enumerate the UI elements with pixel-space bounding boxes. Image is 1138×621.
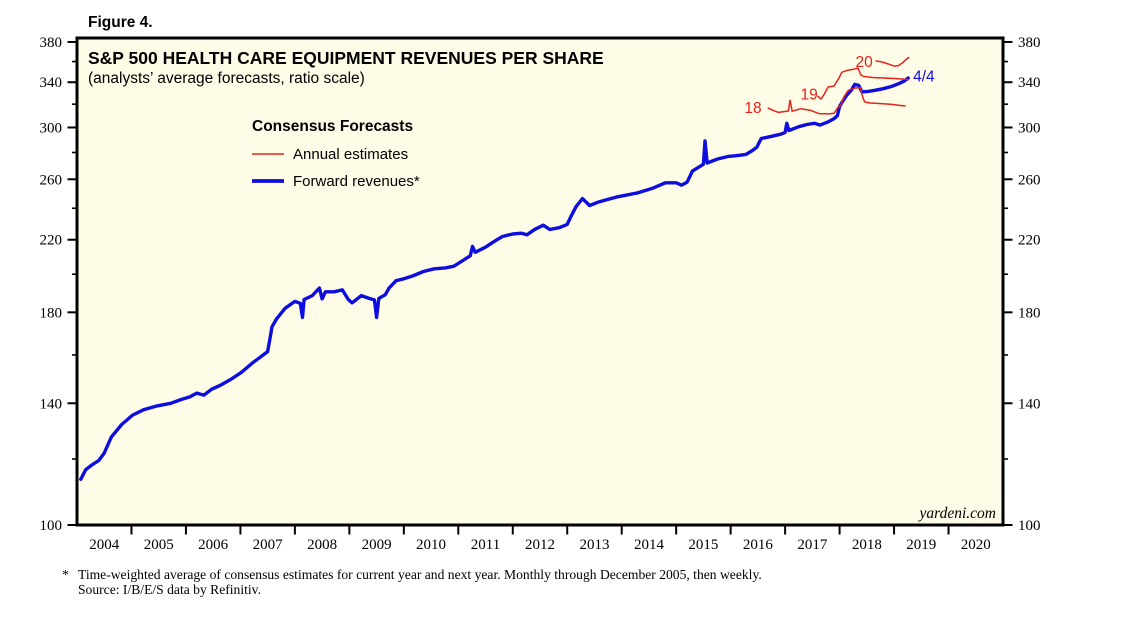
- y-axis-tick-label-right: 380: [1018, 35, 1041, 51]
- x-axis-year-label: 2015: [688, 537, 718, 553]
- footnote: * Time-weighted average of consensus est…: [62, 567, 762, 597]
- y-axis-tick-label-right: 260: [1018, 172, 1041, 188]
- x-axis-year-label: 2014: [634, 537, 665, 553]
- annotation-label-4-4: 4/4: [913, 68, 935, 85]
- y-axis-tick-label-right: 300: [1018, 121, 1041, 137]
- plot-frame: [75, 36, 1005, 527]
- x-axis-year-label: 2011: [471, 537, 500, 553]
- y-axis-tick-label-left: 100: [40, 518, 63, 534]
- y-axis-tick-label-left: 380: [40, 35, 63, 51]
- legend: Consensus Forecasts Annual estimates For…: [252, 118, 420, 190]
- x-axis-year-label: 2017: [797, 537, 828, 553]
- x-axis-year-label: 2013: [579, 537, 609, 553]
- legend-heading: Consensus Forecasts: [252, 118, 413, 135]
- series-2020-annual-estimates: [875, 56, 910, 67]
- y-axis-tick-label-left: 260: [40, 172, 63, 188]
- series-2018-annual-estimates: [767, 86, 906, 115]
- y-axis-tick-label-left: 220: [40, 233, 63, 249]
- x-axis-year-label: 2004: [89, 537, 120, 553]
- footnote-marker: *: [62, 568, 69, 583]
- series-2019-annual-estimates: [817, 67, 910, 100]
- annotation-label-20: 20: [855, 54, 873, 71]
- legend-annual-estimates-label: Annual estimates: [293, 146, 408, 163]
- series-forward-revenues: [79, 76, 910, 481]
- footnote-line1: Time-weighted average of consensus estim…: [78, 567, 762, 582]
- legend-forward-revenues-label: Forward revenues*: [293, 173, 420, 190]
- x-axis-year-label: 2016: [743, 537, 774, 553]
- y-axis-tick-label-right: 100: [1018, 518, 1041, 534]
- figure-label: Figure 4.: [88, 14, 153, 31]
- x-axis-year-label: 2019: [906, 537, 936, 553]
- y-axis-tick-label-right: 340: [1018, 75, 1041, 91]
- x-axis-year-label: 2005: [144, 537, 174, 553]
- y-axis-tick-label-right: 220: [1018, 233, 1041, 249]
- x-axis-year-label: 2012: [525, 537, 555, 553]
- chart-subtitle: (analysts’ average forecasts, ratio scal…: [88, 70, 365, 87]
- x-axis-year-label: 2010: [416, 537, 446, 553]
- y-axis-tick-label-right: 140: [1018, 396, 1041, 412]
- y-axis-tick-label-left: 340: [40, 75, 63, 91]
- x-axis-year-label: 2018: [852, 537, 882, 553]
- x-axis-year-label: 2006: [198, 537, 229, 553]
- watermark: yardeni.com: [918, 505, 996, 522]
- x-axis-year-label: 2009: [362, 537, 392, 553]
- annotation-label-18: 18: [744, 100, 761, 117]
- footnote-line2: Source: I/B/E/S data by Refinitiv.: [78, 582, 261, 597]
- y-axis-tick-label-left: 140: [40, 396, 63, 412]
- y-axis-tick-label-left: 180: [40, 305, 63, 321]
- x-axis-year-label: 2007: [253, 537, 284, 553]
- x-axis-year-label: 2008: [307, 537, 337, 553]
- y-axis-tick-label-right: 180: [1018, 305, 1041, 321]
- chart-title: S&P 500 HEALTH CARE EQUIPMENT REVENUES P…: [88, 48, 604, 68]
- x-axis-year-label: 2020: [961, 537, 991, 553]
- annotation-label-19: 19: [800, 87, 817, 104]
- y-axis-tick-label-left: 300: [40, 121, 63, 137]
